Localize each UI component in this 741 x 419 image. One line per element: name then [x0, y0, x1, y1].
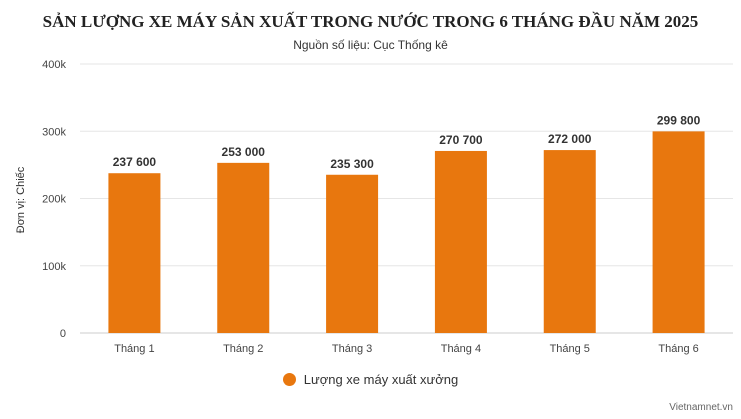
y-axis-label: Đơn vị: Chiếc — [15, 166, 27, 233]
bar[interactable] — [326, 174, 379, 333]
x-axis-ticks: Tháng 1 Tháng 2 Tháng 3 Tháng 4 Tháng 5 Tháng… — [114, 343, 699, 355]
y-tick-label: 300k — [42, 126, 66, 138]
source-credit: Vietnamnet.vn — [669, 402, 733, 413]
bar[interactable] — [217, 162, 270, 333]
data-label: 237 600 — [113, 155, 157, 169]
legend-marker — [282, 373, 296, 386]
data-label: 253 000 — [222, 145, 266, 159]
bar[interactable] — [652, 131, 705, 333]
data-labels: 237 600 253 000 235 300 270 700 272 000 299 8… — [111, 112, 702, 172]
data-label: 272 000 — [548, 132, 592, 146]
x-tick-label: Tháng 2 — [223, 343, 263, 355]
chart-title: SẢN LƯỢNG XE MÁY SẢN XUẤT TRONG NƯỚC TRO… — [42, 12, 699, 31]
bar[interactable] — [108, 173, 161, 333]
data-label: 299 800 — [657, 113, 701, 127]
y-tick-label: 0 — [60, 328, 66, 340]
data-label: 235 300 — [330, 157, 374, 171]
y-tick-label: 100k — [42, 261, 66, 273]
x-tick-label: Tháng 6 — [658, 343, 698, 355]
bar[interactable] — [543, 150, 596, 333]
y-tick-label: 400k — [42, 59, 66, 71]
legend-label: Lượng xe máy xuất xưởng — [303, 372, 459, 387]
bars — [108, 131, 705, 333]
legend[interactable]: Lượng xe máy xuất xưởng — [0, 372, 741, 387]
x-tick-label: Tháng 3 — [332, 343, 372, 355]
x-tick-label: Tháng 1 — [114, 343, 154, 355]
y-tick-label: 200k — [42, 194, 66, 206]
x-tick-label: Tháng 5 — [550, 343, 590, 355]
bar[interactable] — [434, 150, 487, 333]
x-tick-label: Tháng 4 — [441, 343, 481, 355]
grid-lines — [80, 63, 733, 334]
y-axis-ticks: 0 100k 200k 300k 400k — [42, 59, 66, 340]
chart-subtitle: Nguồn số liệu: Cục Thống kê — [293, 38, 448, 52]
data-label: 270 700 — [439, 133, 483, 147]
